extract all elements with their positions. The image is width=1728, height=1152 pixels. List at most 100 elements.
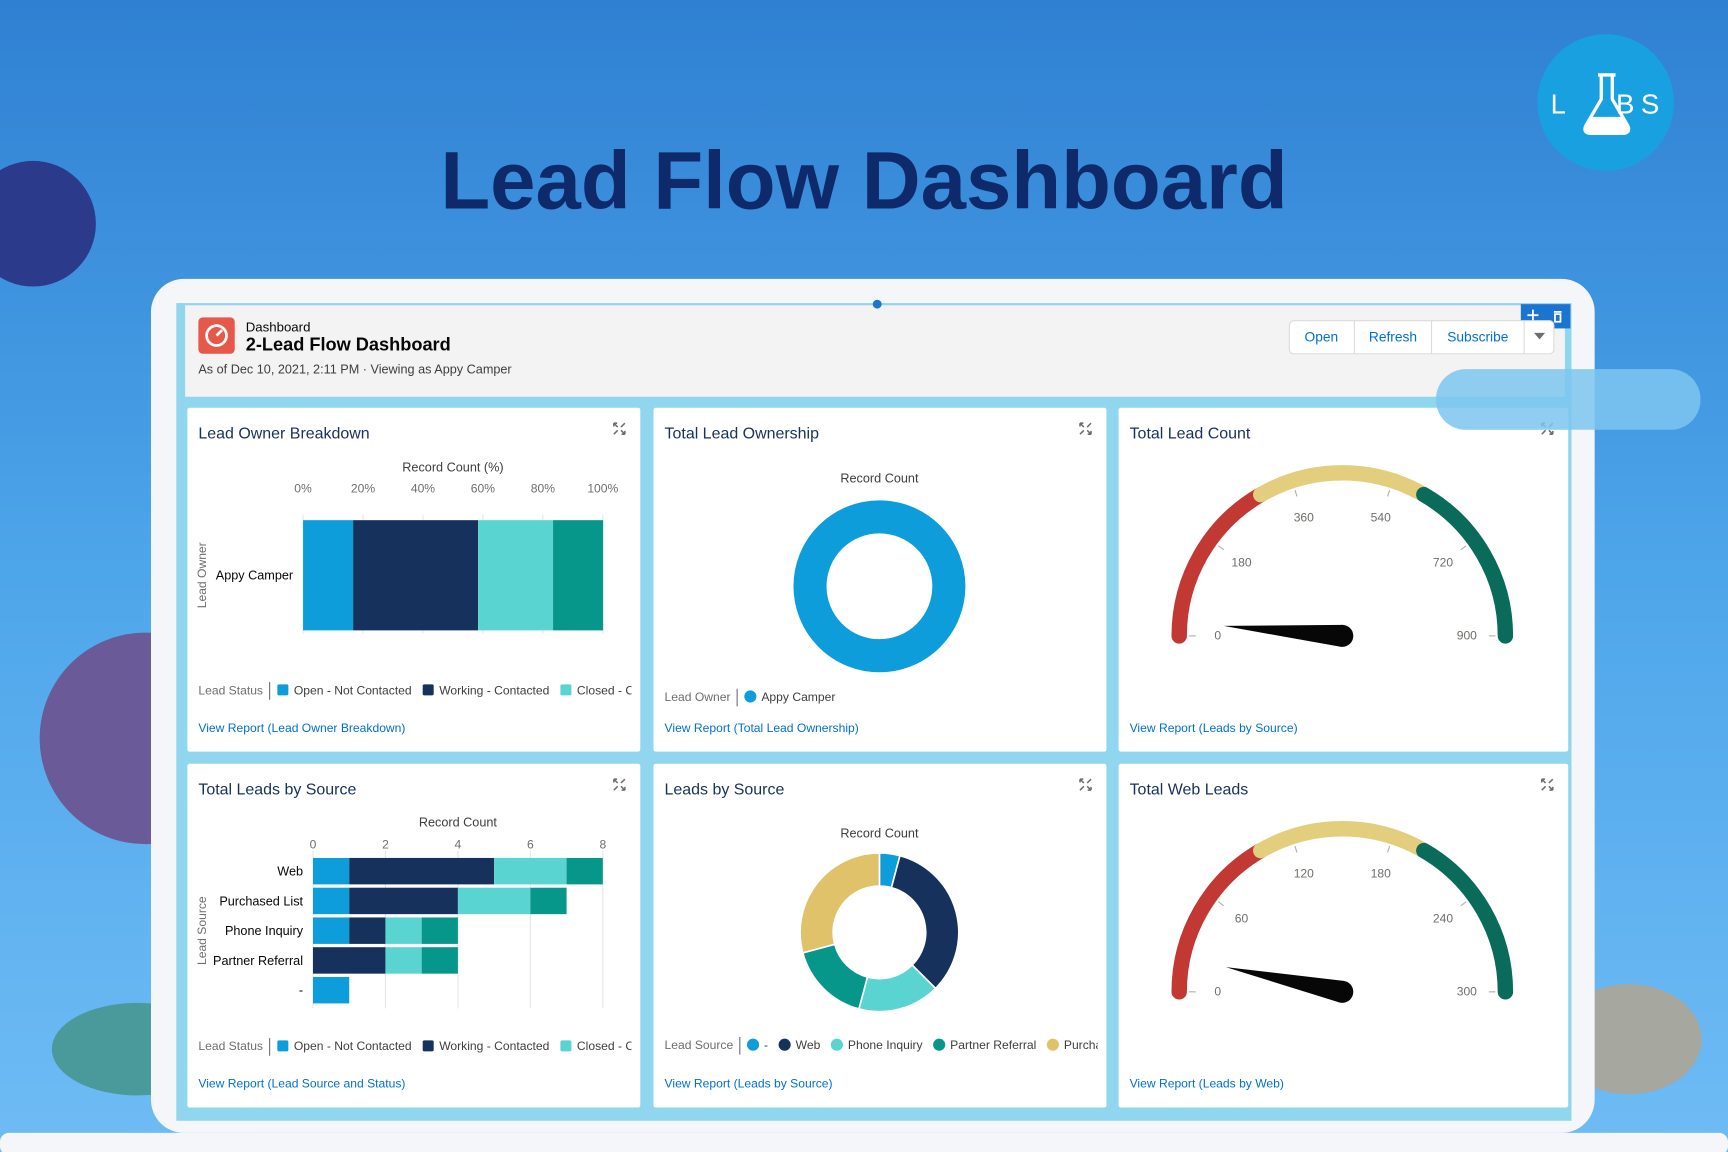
x-tick-label: 100% [587,482,618,496]
widget-title: Total Lead Count [1130,426,1251,443]
gauge-tick [1218,545,1225,551]
button-refresh[interactable]: Refresh [1369,330,1417,345]
y-axis-title: Lead Source [195,896,209,965]
expand-icon[interactable] [1540,778,1554,791]
x-tick-label: 20% [351,482,375,496]
legend-swatch [1046,1038,1059,1051]
button-open[interactable]: Open [1305,330,1339,345]
legend-label: Phone Inquiry [848,1038,924,1052]
header-kicker: Dashboard [246,320,311,335]
view-report-link[interactable]: View Report (Leads by Source) [1130,721,1298,735]
gauge-band [1416,486,1514,644]
header-title: 2-Lead Flow Dashboard [246,334,451,354]
x-tick-label: 0% [294,482,312,496]
view-report-link[interactable]: View Report (Total Lead Ownership) [665,721,859,735]
widget-card [1118,763,1569,1108]
laptop-base [0,1132,1728,1152]
labs-logo: L BS [1537,34,1674,171]
bar-segment [385,947,422,974]
edit-icons [1527,309,1562,323]
gauge-tick [1294,490,1298,497]
legend-swatch [746,1038,760,1051]
legend-label: Open - Not Contacted [294,1039,412,1053]
x-tick-label: 0 [310,838,317,852]
widget-title: Total Lead Ownership [665,426,820,443]
legend-title: Lead Status [198,683,263,697]
bar-segment [349,857,495,885]
legend-label: Purcha [1064,1038,1103,1052]
gauge-tick [1387,845,1391,853]
widget-title: Leads by Source [665,782,785,799]
gauge-band [1171,486,1269,644]
donut-slice [799,852,881,954]
legend-label: Appy Camper [761,690,835,704]
x-tick-label: 60% [471,482,495,496]
x-tick-label: 6 [527,838,534,852]
category-label: Appy Camper [216,569,293,583]
gauge-band [1171,842,1269,1000]
donut-slice [890,854,960,990]
x-tick-label: 40% [411,482,435,496]
bar-segment [457,887,531,915]
resize-handle [872,299,882,309]
category-label: Web [277,865,303,879]
view-report-link[interactable]: View Report (Leads by Source) [665,1077,833,1091]
gauge-tick-label: 60 [1235,911,1249,925]
decor-pill [1435,369,1701,430]
widgets: Lead Owner Breakdown View Report (Lead Ow… [187,407,1569,1108]
bar-segment [385,917,422,944]
bar-segment [530,887,567,915]
widget-card [653,763,1107,1108]
button-dropdown[interactable] [1534,332,1546,340]
legend-swatch [933,1038,946,1051]
donut-slice [793,500,966,673]
gauge-tick [1387,490,1391,497]
dashboard-icon-glyph [215,329,224,337]
expand-icon[interactable] [1079,778,1092,791]
bar-segment [312,917,350,944]
button-subscribe[interactable]: Subscribe [1447,330,1509,345]
axis-title: Record Count [419,816,498,830]
gauge-band [1416,842,1514,1000]
gauge-tick-label: 300 [1457,985,1477,999]
category-label: Purchased List [219,894,303,908]
gauge-tick [1218,901,1225,907]
legend-label: Web [796,1038,821,1052]
widget-title: Total Leads by Source [198,782,356,799]
legend-swatch [560,684,572,696]
view-report-link[interactable]: View Report (Leads by Web) [1130,1077,1284,1091]
gauge-tick-label: 900 [1457,629,1477,643]
legend-swatch [422,684,434,696]
legend-label: Closed - C [577,683,634,697]
view-report-link[interactable]: View Report (Lead Owner Breakdown) [198,721,405,735]
expand-icon[interactable] [1079,422,1092,435]
bar-segment [312,887,350,915]
chart-subtitle: Record Count [840,472,919,486]
widget-card [653,407,1107,752]
legend-swatch [560,1040,572,1052]
legend-title: Lead Owner [665,690,731,704]
legend: Lead Status Open - Not Contacted Working -… [198,1038,631,1056]
gauge-hub [1331,624,1354,647]
legend: Lead Source - Web Phone Inquiry Partner Refe… [665,1037,1103,1055]
legend-title: Lead Status [198,1039,263,1053]
gauge-tick-label: 120 [1294,866,1314,880]
bar-segment [349,917,386,944]
bar-segment [421,947,458,974]
gauge-needle [1225,967,1345,1003]
view-report-link[interactable]: View Report (Lead Source and Status) [198,1077,405,1091]
legend-swatch [778,1038,791,1051]
x-tick-label: 80% [531,482,555,496]
legend-swatch [277,1040,289,1052]
bar-segment [421,917,458,944]
legend-label: - [764,1038,768,1052]
gauge-tick-label: 180 [1231,556,1251,570]
legend-label: Working - Contacted [439,1039,549,1053]
expand-icon[interactable] [613,422,626,435]
expand-icon[interactable] [613,778,626,791]
legend-label: Partner Referral [950,1038,1036,1052]
legend-label: Open - Not Contacted [294,683,412,697]
gauge-tick-label: 360 [1294,510,1314,524]
bar-segment [303,520,354,631]
